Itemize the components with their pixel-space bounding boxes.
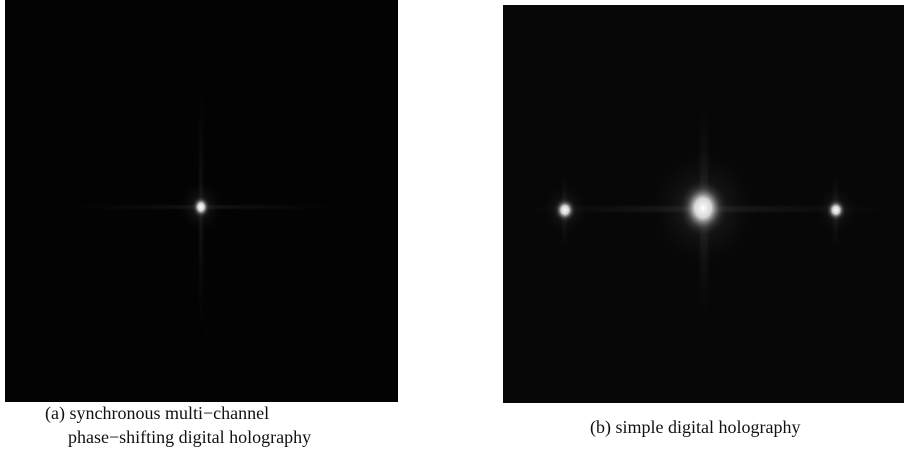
caption-a-line: (a) synchronous multi−channel — [45, 403, 269, 424]
panel-a-image — [5, 0, 398, 402]
caption-b: (b) simple digital holography — [590, 417, 800, 438]
caption-a-line: phase−shifting digital holography — [68, 427, 311, 447]
panel-b-image — [503, 5, 904, 403]
